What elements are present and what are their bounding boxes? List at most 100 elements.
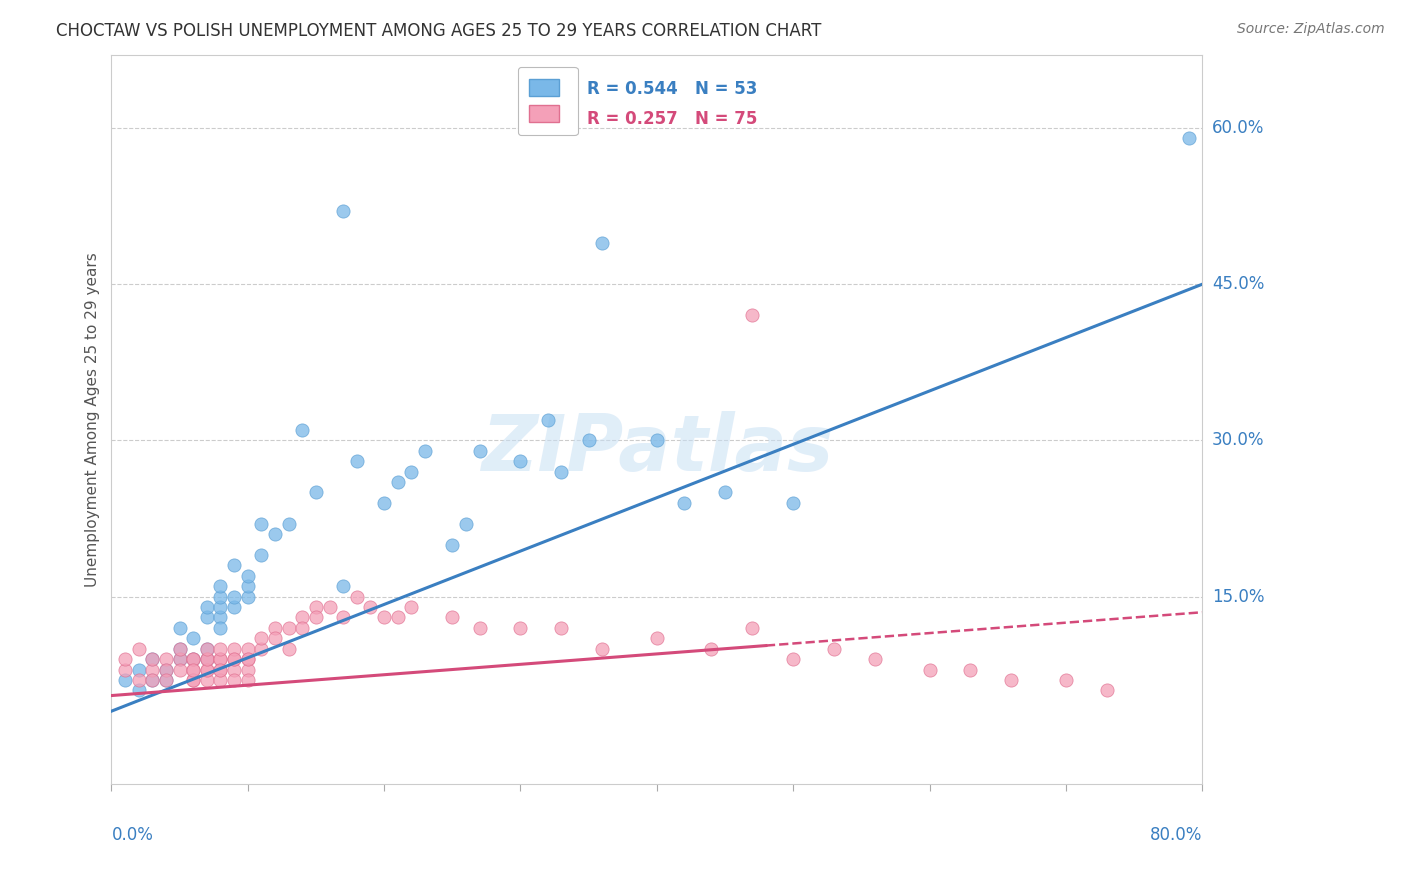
Point [645, 632, 668, 646]
Point [441, 610, 464, 624]
Point [236, 652, 259, 666]
Point [360, 600, 382, 615]
Point [209, 590, 232, 604]
Text: 80.0%: 80.0% [1150, 826, 1202, 844]
Point [332, 204, 354, 219]
Point [332, 579, 354, 593]
Point [209, 610, 232, 624]
Point [236, 590, 259, 604]
Y-axis label: Unemployment Among Ages 25 to 29 years: Unemployment Among Ages 25 to 29 years [86, 252, 100, 587]
Point [114, 673, 136, 687]
Point [741, 621, 763, 635]
Point [195, 673, 218, 687]
Point [141, 652, 163, 666]
Point [250, 548, 273, 562]
Point [155, 673, 177, 687]
Point [236, 579, 259, 593]
Text: R = 0.257   N = 75: R = 0.257 N = 75 [586, 111, 756, 128]
Point [305, 485, 328, 500]
Text: CHOCTAW VS POLISH UNEMPLOYMENT AMONG AGES 25 TO 29 YEARS CORRELATION CHART: CHOCTAW VS POLISH UNEMPLOYMENT AMONG AGE… [56, 22, 821, 40]
Point [114, 652, 136, 666]
Point [224, 652, 246, 666]
Point [1054, 673, 1077, 687]
Point [236, 569, 259, 583]
Point [454, 516, 477, 531]
Point [181, 673, 204, 687]
Point [236, 652, 259, 666]
Point [959, 663, 981, 677]
Point [550, 621, 572, 635]
Point [591, 641, 613, 656]
Point [155, 673, 177, 687]
Point [468, 443, 491, 458]
Point [537, 412, 560, 426]
Point [209, 652, 232, 666]
Point [332, 610, 354, 624]
Point [305, 610, 328, 624]
Point [1095, 683, 1118, 698]
Point [181, 673, 204, 687]
Point [209, 621, 232, 635]
Point [236, 641, 259, 656]
Point [195, 641, 218, 656]
Point [550, 465, 572, 479]
Point [195, 663, 218, 677]
Point [346, 590, 368, 604]
Point [823, 641, 845, 656]
Point [128, 673, 150, 687]
Point [700, 641, 723, 656]
Point [195, 600, 218, 615]
Text: 0.0%: 0.0% [111, 826, 153, 844]
Point [346, 454, 368, 468]
Point [224, 558, 246, 573]
Point [291, 610, 314, 624]
Point [209, 652, 232, 666]
Point [264, 621, 287, 635]
Point [224, 652, 246, 666]
Point [413, 443, 436, 458]
Text: 30.0%: 30.0% [1212, 432, 1264, 450]
Point [141, 652, 163, 666]
Point [128, 683, 150, 698]
Point [468, 621, 491, 635]
Point [277, 641, 299, 656]
Point [209, 600, 232, 615]
Point [114, 663, 136, 677]
Point [169, 641, 191, 656]
Point [209, 663, 232, 677]
Point [181, 652, 204, 666]
Point [195, 652, 218, 666]
Point [373, 610, 395, 624]
Point [195, 641, 218, 656]
Point [169, 621, 191, 635]
Text: 45.0%: 45.0% [1212, 276, 1264, 293]
Point [250, 516, 273, 531]
Point [224, 673, 246, 687]
Point [209, 641, 232, 656]
Point [741, 309, 763, 323]
Point [155, 663, 177, 677]
Point [291, 621, 314, 635]
Point [387, 475, 409, 489]
Point [209, 579, 232, 593]
Text: 15.0%: 15.0% [1212, 588, 1264, 606]
Point [155, 652, 177, 666]
Point [141, 673, 163, 687]
Point [509, 454, 531, 468]
Point [128, 663, 150, 677]
Point [1000, 673, 1022, 687]
Point [195, 652, 218, 666]
Legend: , : , [517, 67, 578, 135]
Point [209, 663, 232, 677]
Point [155, 663, 177, 677]
Point [209, 673, 232, 687]
Point [441, 537, 464, 551]
Point [169, 652, 191, 666]
Point [224, 600, 246, 615]
Point [250, 632, 273, 646]
Point [782, 652, 804, 666]
Point [181, 663, 204, 677]
Point [305, 600, 328, 615]
Point [578, 434, 600, 448]
Point [401, 600, 423, 615]
